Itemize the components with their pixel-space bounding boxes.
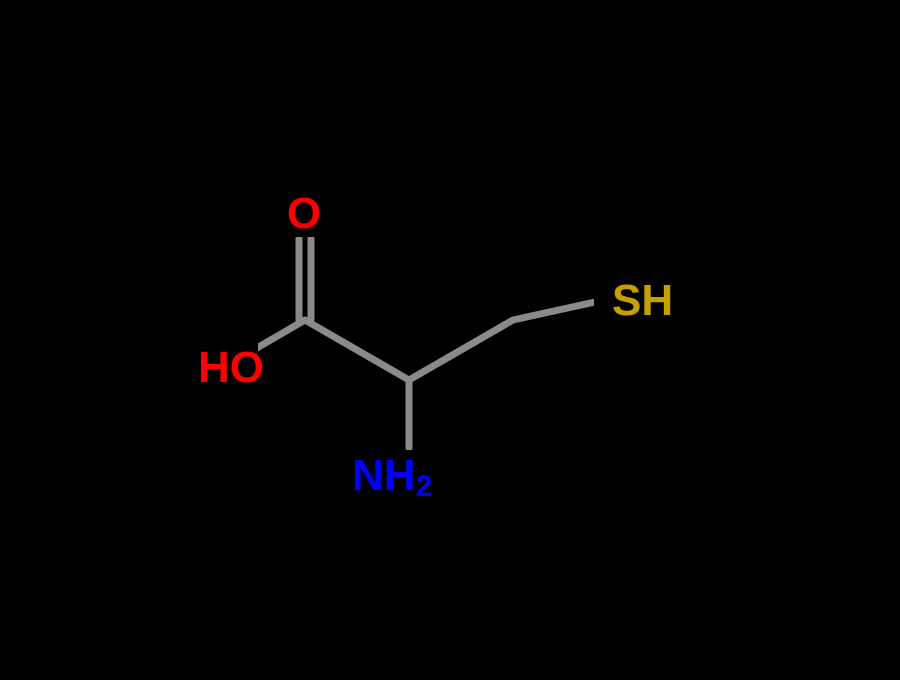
- molecule-diagram: OHONH2SH: [0, 0, 900, 680]
- atom-label-sh: SH: [612, 276, 673, 325]
- atom-label-o1: O: [287, 189, 321, 238]
- atom-label-oh: HO: [198, 343, 264, 392]
- bonds-group: [250, 238, 604, 448]
- bond: [409, 320, 513, 380]
- bond: [513, 300, 604, 320]
- bond: [305, 320, 409, 380]
